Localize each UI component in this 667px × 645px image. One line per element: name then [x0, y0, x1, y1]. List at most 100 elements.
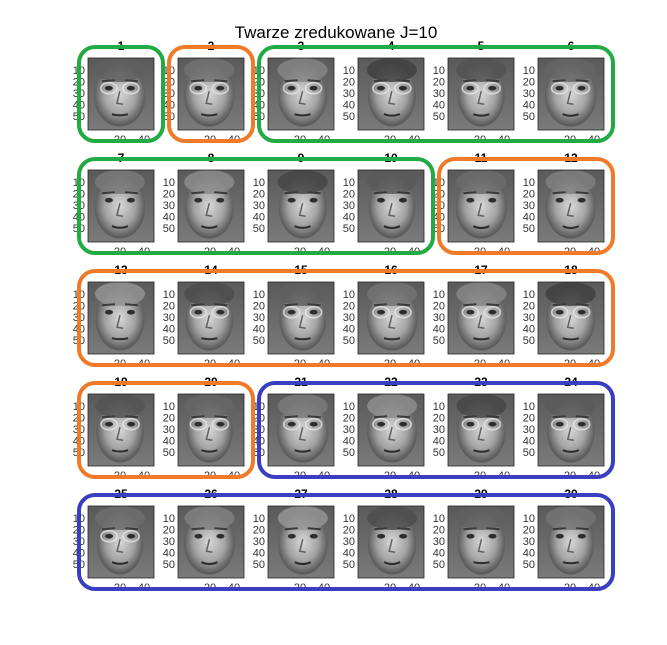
y-tick-label: 20 — [523, 77, 535, 89]
y-tick-label: 30 — [253, 200, 265, 212]
y-tick-label: 30 — [163, 312, 175, 324]
face-image — [177, 281, 245, 355]
y-tick-label: 50 — [343, 335, 355, 347]
y-tick-label: 30 — [163, 424, 175, 436]
y-tick-label: 40 — [163, 324, 175, 336]
y-tick-label: 50 — [343, 111, 355, 123]
y-tick-label: 40 — [343, 212, 355, 224]
y-tick-label: 10 — [523, 177, 535, 189]
y-tick-label: 30 — [343, 200, 355, 212]
y-tick-label: 50 — [433, 559, 445, 571]
y-tick-label: 50 — [253, 335, 265, 347]
y-tick-label: 50 — [163, 335, 175, 347]
y-tick-label: 20 — [343, 413, 355, 425]
y-tick-label: 20 — [433, 77, 445, 89]
y-tick-label: 20 — [253, 301, 265, 313]
y-tick-label: 10 — [343, 289, 355, 301]
y-tick-label: 20 — [163, 525, 175, 537]
y-tick-label: 10 — [433, 65, 445, 77]
figure-title: Twarze zredukowane J=10 — [235, 23, 438, 42]
y-tick-label: 10 — [523, 513, 535, 525]
cluster-highlight-box — [257, 381, 615, 479]
y-tick-label: 40 — [523, 548, 535, 560]
y-tick-label: 30 — [523, 536, 535, 548]
y-tick-label: 30 — [433, 88, 445, 100]
y-tick-label: 50 — [163, 559, 175, 571]
y-tick-label: 30 — [343, 424, 355, 436]
y-tick-label: 50 — [433, 335, 445, 347]
y-tick-label: 10 — [343, 401, 355, 413]
face-image — [87, 169, 155, 243]
y-tick-label: 10 — [343, 65, 355, 77]
y-tick-label: 30 — [523, 200, 535, 212]
y-tick-label: 20 — [523, 189, 535, 201]
y-tick-label: 40 — [343, 548, 355, 560]
face-image — [537, 505, 605, 579]
y-tick-label: 30 — [163, 200, 175, 212]
face-image — [87, 393, 155, 467]
face-image — [447, 393, 515, 467]
y-tick-label: 20 — [433, 301, 445, 313]
y-tick-label: 50 — [523, 223, 535, 235]
y-tick-label: 30 — [253, 536, 265, 548]
face-image — [87, 57, 155, 131]
y-tick-label: 40 — [253, 548, 265, 560]
face-image — [87, 281, 155, 355]
cluster-highlight-box — [77, 45, 165, 143]
face-image — [177, 393, 245, 467]
y-tick-label: 20 — [523, 301, 535, 313]
y-tick-label: 10 — [343, 513, 355, 525]
cluster-highlight-box — [77, 381, 255, 479]
y-tick-label: 10 — [523, 401, 535, 413]
y-tick-label: 40 — [523, 100, 535, 112]
face-image — [357, 57, 425, 131]
y-tick-label: 40 — [253, 212, 265, 224]
y-tick-label: 10 — [253, 289, 265, 301]
cluster-highlight-box — [167, 45, 255, 143]
y-tick-label: 20 — [343, 77, 355, 89]
y-tick-label: 50 — [433, 447, 445, 459]
y-tick-label: 40 — [523, 324, 535, 336]
y-tick-label: 50 — [523, 111, 535, 123]
y-tick-label: 40 — [433, 100, 445, 112]
y-tick-label: 30 — [343, 536, 355, 548]
face-image — [267, 169, 335, 243]
y-tick-label: 30 — [163, 536, 175, 548]
face-image — [87, 505, 155, 579]
face-image — [357, 393, 425, 467]
y-tick-label: 40 — [433, 324, 445, 336]
y-tick-label: 30 — [253, 312, 265, 324]
y-tick-label: 40 — [163, 548, 175, 560]
y-tick-label: 50 — [253, 559, 265, 571]
cluster-highlight-box — [77, 269, 615, 367]
y-tick-label: 20 — [523, 525, 535, 537]
y-tick-label: 20 — [163, 189, 175, 201]
y-tick-label: 40 — [163, 212, 175, 224]
y-tick-label: 10 — [433, 513, 445, 525]
y-tick-label: 10 — [163, 401, 175, 413]
y-tick-label: 20 — [523, 413, 535, 425]
y-tick-label: 40 — [343, 324, 355, 336]
y-tick-label: 10 — [433, 289, 445, 301]
cluster-highlight-box — [77, 157, 435, 255]
y-tick-label: 20 — [253, 189, 265, 201]
